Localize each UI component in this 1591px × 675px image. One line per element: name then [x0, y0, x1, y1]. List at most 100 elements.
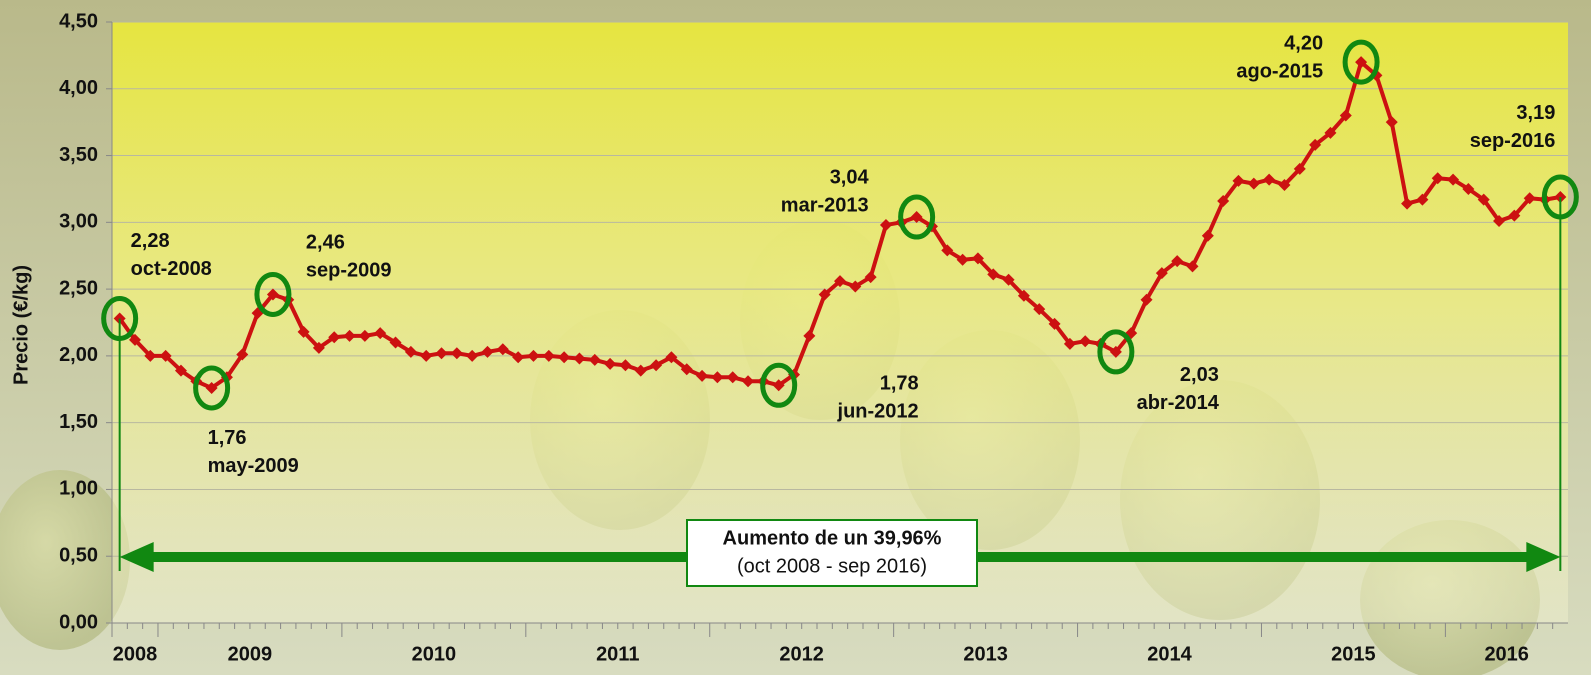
marker — [634, 364, 647, 377]
marker — [1232, 174, 1245, 187]
marker — [128, 333, 141, 346]
annotation-date: sep-2009 — [306, 260, 392, 282]
marker — [1017, 289, 1030, 302]
marker — [527, 349, 540, 362]
marker — [1324, 126, 1337, 139]
marker — [910, 210, 923, 223]
marker — [1079, 335, 1092, 348]
marker — [1155, 267, 1168, 280]
marker — [312, 341, 325, 354]
arrow-head — [1526, 542, 1561, 572]
marker — [144, 349, 157, 362]
highlight-circle — [1342, 39, 1380, 85]
marker — [1431, 172, 1444, 185]
annotation-date: oct-2008 — [131, 258, 212, 280]
marker — [1063, 337, 1076, 350]
x-tick-label: 2010 — [412, 643, 457, 665]
annotation-value: 3,19 — [1516, 102, 1555, 124]
annotation-value: 2,03 — [1180, 364, 1219, 386]
annotations: 2,28 oct-2008 1,76 may-2009 2,46 sep-2009 1,78… — [101, 32, 1579, 477]
y-tick-label: 0,50 — [59, 545, 98, 567]
summary-title: Aumento de un 39,96% — [723, 527, 942, 549]
marker — [879, 219, 892, 232]
marker — [1263, 173, 1276, 186]
marker — [542, 349, 555, 362]
summary-period: (oct 2008 - sep 2016) — [737, 555, 927, 577]
x-tick-label: 2015 — [1331, 643, 1376, 665]
marker — [1385, 116, 1398, 129]
y-tick-label: 3,50 — [59, 144, 98, 166]
highlight-circle — [898, 194, 936, 240]
marker — [1186, 260, 1199, 273]
marker — [389, 336, 402, 349]
highlight-circle — [760, 362, 798, 408]
marker — [343, 329, 356, 342]
x-tick-label: 2016 — [1484, 643, 1529, 665]
annotation-date: may-2009 — [208, 455, 299, 477]
marker — [420, 349, 433, 362]
marker — [696, 369, 709, 382]
marker — [1401, 197, 1414, 210]
annotation-date: jun-2012 — [837, 401, 919, 423]
marker — [496, 343, 509, 356]
marker — [941, 244, 954, 257]
marker — [266, 288, 279, 301]
marker — [1140, 293, 1153, 306]
marker — [971, 252, 984, 265]
annotation-value: 2,46 — [306, 232, 345, 254]
marker — [711, 371, 724, 384]
highlight-circle — [254, 271, 292, 317]
marker — [358, 329, 371, 342]
marker — [956, 253, 969, 266]
marker — [619, 359, 632, 372]
marker — [481, 345, 494, 358]
annotation-date: mar-2013 — [781, 194, 869, 216]
marker — [159, 349, 172, 362]
highlight-circle — [193, 365, 231, 411]
marker — [818, 288, 831, 301]
annotation-date: ago-2015 — [1236, 60, 1323, 82]
marker — [665, 351, 678, 364]
marker — [558, 351, 571, 364]
marker — [374, 327, 387, 340]
summary: Aumento de un 39,96% (oct 2008 - sep 201… — [686, 519, 978, 587]
marker — [1033, 303, 1046, 316]
marker — [466, 349, 479, 362]
marker — [573, 352, 586, 365]
annotation-value: 1,78 — [880, 373, 919, 395]
marker — [205, 381, 218, 394]
x-tick-label: 2014 — [1147, 643, 1192, 665]
marker — [803, 329, 816, 342]
marker — [726, 371, 739, 384]
y-axis-label: Precio (€/kg) — [10, 265, 32, 385]
x-tick-label: 2008 — [113, 643, 158, 665]
marker — [604, 357, 617, 370]
marker — [1447, 173, 1460, 186]
y-tick-label: 2,00 — [59, 344, 98, 366]
marker — [1293, 162, 1306, 175]
marker — [1109, 345, 1122, 358]
marker — [772, 379, 785, 392]
y-tick-label: 2,50 — [59, 277, 98, 299]
y-tick-label: 4,00 — [59, 77, 98, 99]
marker — [1309, 138, 1322, 151]
marker — [512, 351, 525, 364]
marker — [1171, 255, 1184, 268]
marker — [1508, 209, 1521, 222]
x-tick-label: 2009 — [228, 643, 273, 665]
marker — [1201, 229, 1214, 242]
marker — [987, 268, 1000, 281]
marker — [1493, 214, 1506, 227]
marker — [650, 359, 663, 372]
y-tick-label: 4,50 — [59, 10, 98, 32]
x-tick-label: 2012 — [779, 643, 824, 665]
marker — [1523, 192, 1536, 205]
annotation-date: sep-2016 — [1470, 130, 1556, 152]
marker — [174, 364, 187, 377]
annotation-value: 2,28 — [131, 230, 170, 252]
marker — [435, 347, 448, 360]
marker — [742, 375, 755, 388]
x-axis-ticks: 2008 2009 2010 2011 2012 2013 2014 2015 2016 — [111, 623, 1554, 665]
y-tick-label: 0,00 — [59, 611, 98, 633]
